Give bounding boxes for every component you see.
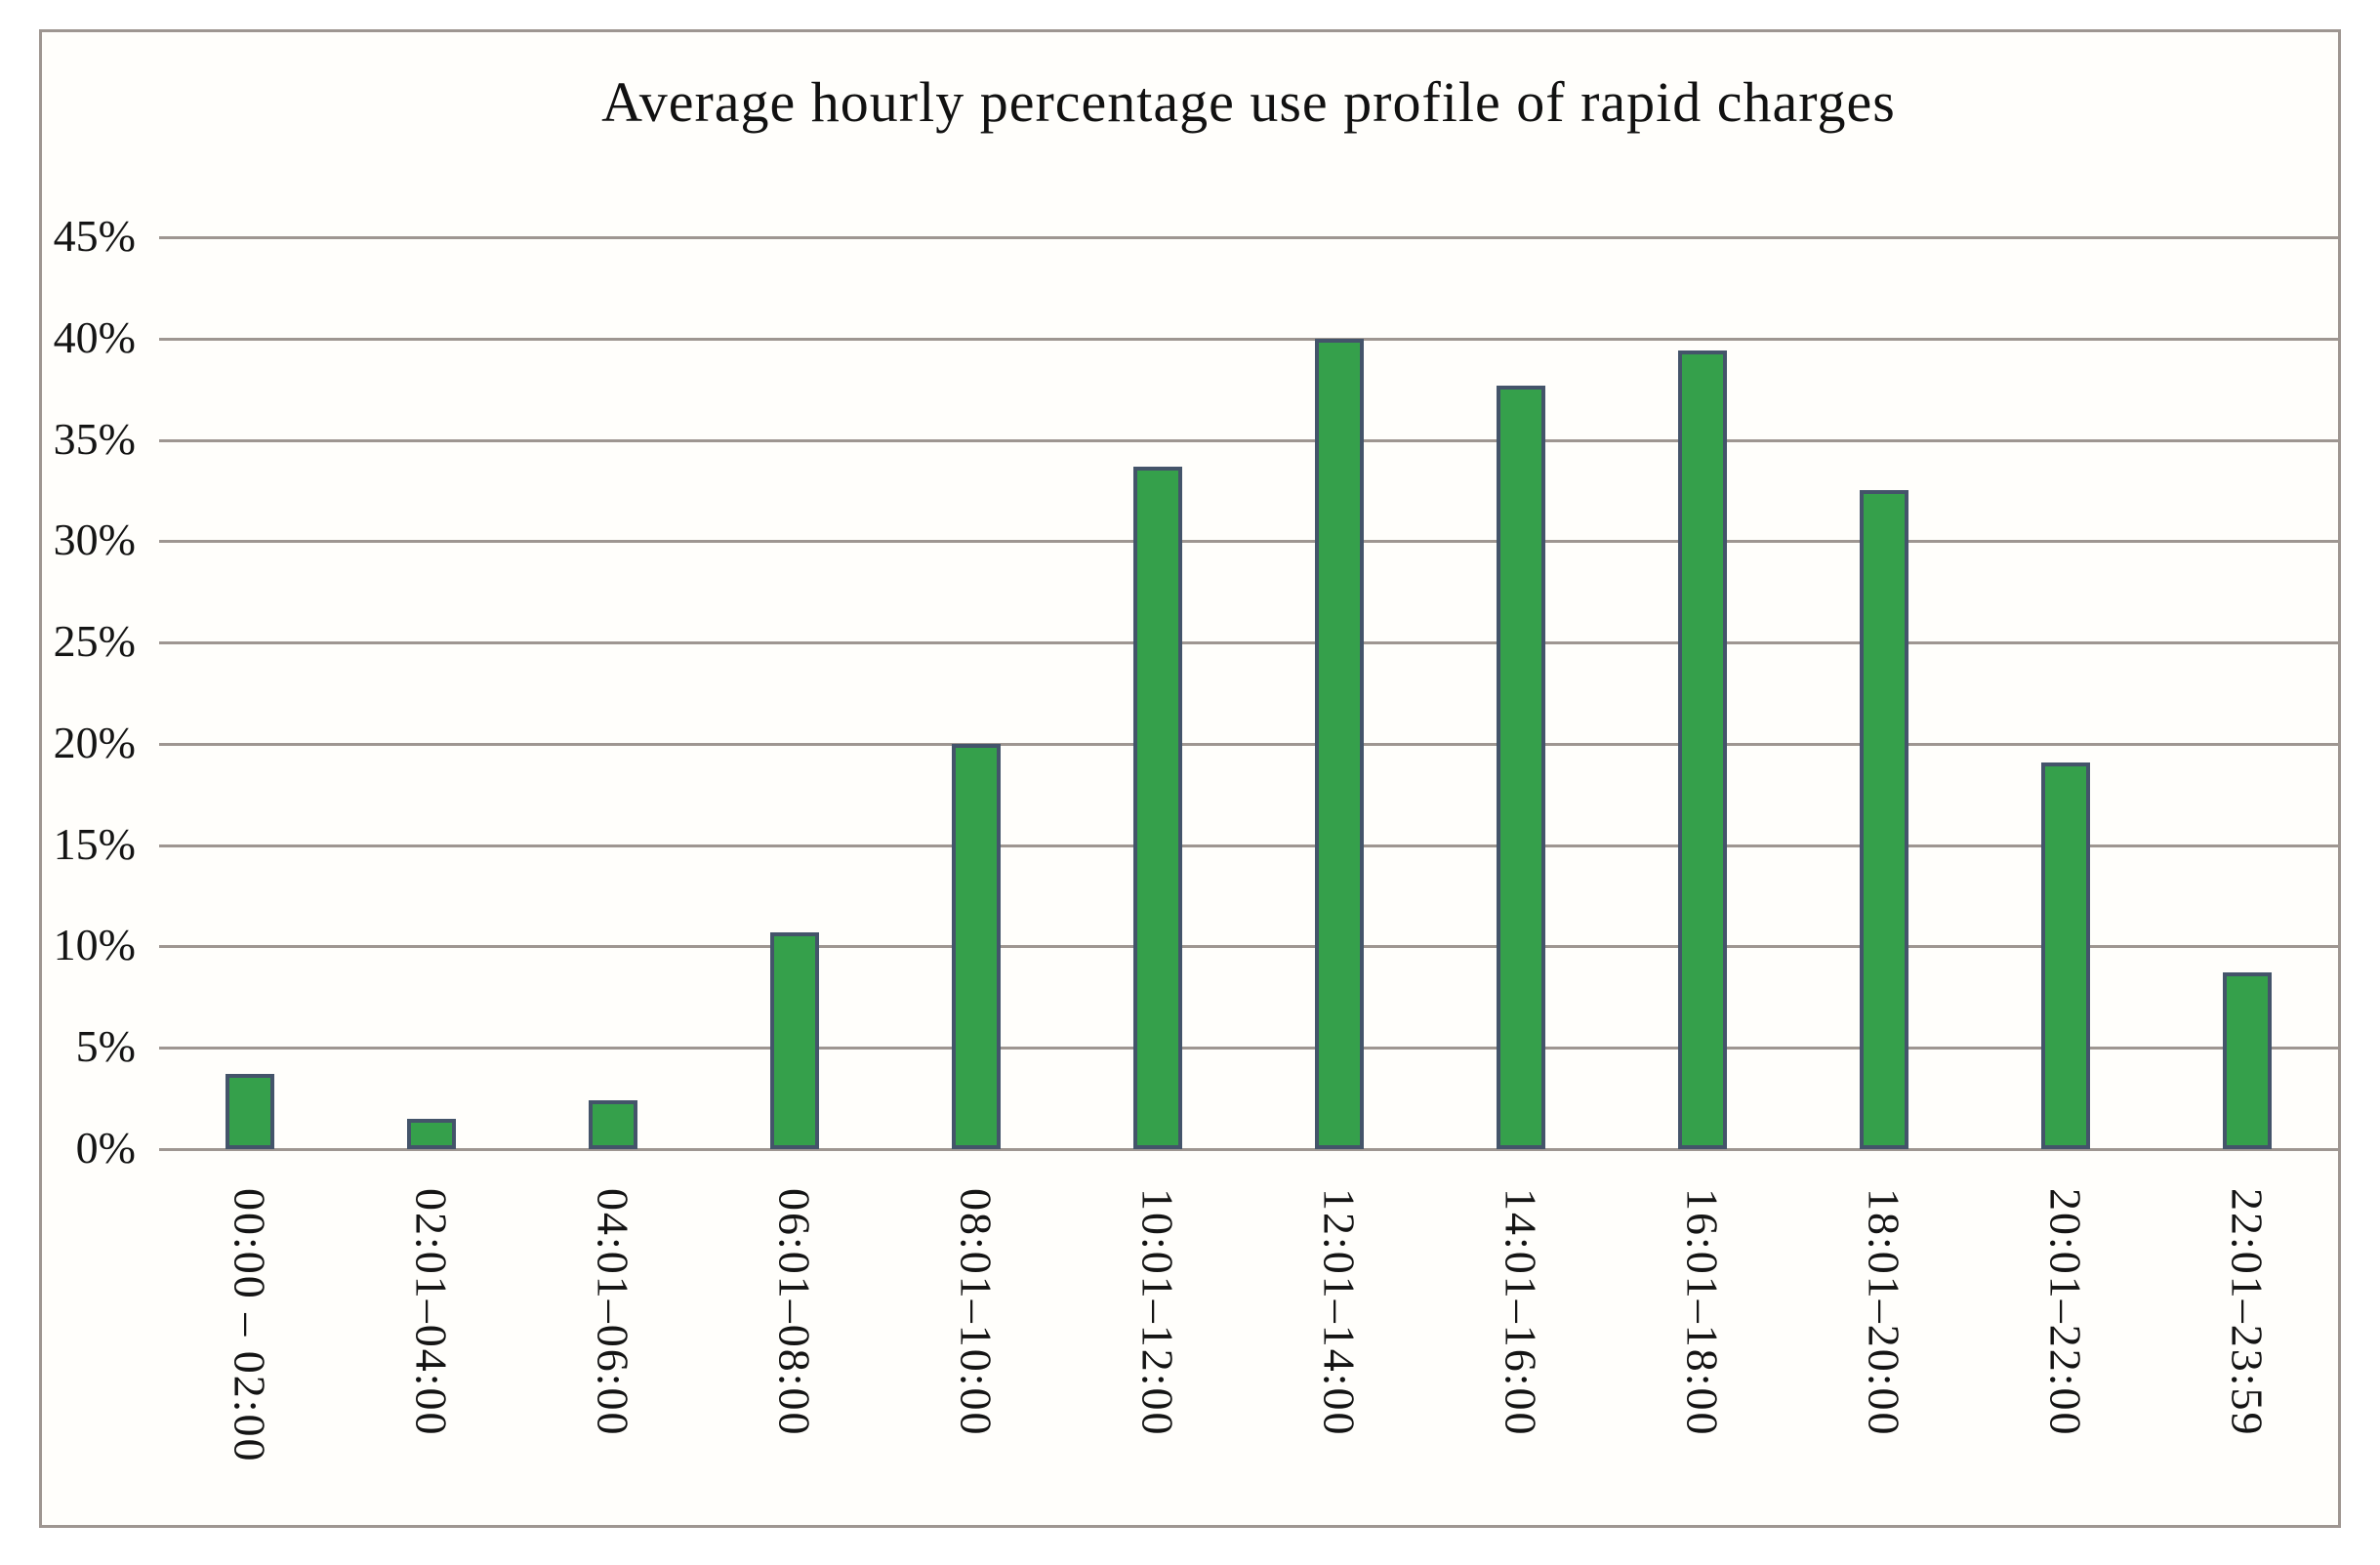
x-label-slot: 10:01–12:00 xyxy=(1067,1188,1249,1520)
gridline-45 xyxy=(159,236,2338,239)
bar-16:01–18:00 xyxy=(1678,350,1727,1149)
bar-06:01–08:00 xyxy=(770,931,819,1149)
y-axis-tick-label: 30% xyxy=(53,515,136,564)
x-label-slot: 14:01–16:00 xyxy=(1430,1188,1612,1520)
x-axis-label: 20:01–22:00 xyxy=(2040,1188,2091,1437)
y-axis-tick-label: 20% xyxy=(53,718,136,767)
bar-slot xyxy=(522,237,704,1149)
y-axis-tick-label: 40% xyxy=(53,312,136,362)
bar-slot xyxy=(1975,237,2156,1149)
bar-10:01–12:00 xyxy=(1133,466,1182,1149)
gridline-40 xyxy=(159,338,2338,341)
x-axis-label: 10:01–12:00 xyxy=(1132,1188,1183,1437)
x-label-slot: 16:01–18:00 xyxy=(1612,1188,1793,1520)
gridline-20 xyxy=(159,743,2338,746)
y-axis-tick-label: 0% xyxy=(75,1123,136,1173)
bar-slot xyxy=(341,237,522,1149)
bar-02:01–04:00 xyxy=(407,1118,456,1149)
x-axis-label: 00:00 – 02:00 xyxy=(225,1188,275,1463)
gridline-10 xyxy=(159,945,2338,948)
gridline-35 xyxy=(159,439,2338,442)
bar-00:00 – 02:00 xyxy=(226,1074,274,1149)
x-label-slot: 04:01–06:00 xyxy=(522,1188,704,1520)
x-axis-label: 02:01–04:00 xyxy=(406,1188,457,1437)
gridline-15 xyxy=(159,844,2338,847)
bar-12:01–14:00 xyxy=(1315,338,1364,1149)
x-label-slot: 12:01–14:00 xyxy=(1249,1188,1430,1520)
y-axis-tick-label: 25% xyxy=(53,616,136,666)
x-label-slot: 08:01–10:00 xyxy=(885,1188,1067,1520)
x-axis-label: 04:01–06:00 xyxy=(588,1188,638,1437)
x-label-slot: 06:01–08:00 xyxy=(704,1188,885,1520)
x-label-slot: 00:00 – 02:00 xyxy=(159,1188,341,1520)
gridline-5 xyxy=(159,1047,2338,1050)
bar-14:01–16:00 xyxy=(1497,385,1545,1149)
bar-slot xyxy=(1067,237,1249,1149)
bar-slot xyxy=(2156,237,2338,1149)
x-axis-label: 14:01–16:00 xyxy=(1496,1188,1546,1437)
y-axis-tick-label: 10% xyxy=(53,920,136,969)
gridline-25 xyxy=(159,641,2338,644)
x-label-slot: 18:01–20:00 xyxy=(1793,1188,1975,1520)
bar-04:01–06:00 xyxy=(589,1100,637,1149)
bar-slot xyxy=(159,237,341,1149)
chart-title: Average hourly percentage use profile of… xyxy=(601,70,1896,134)
gridline-0 xyxy=(159,1148,2338,1151)
bar-slot xyxy=(1612,237,1793,1149)
bar-slot xyxy=(1249,237,1430,1149)
x-label-slot: 20:01–22:00 xyxy=(1975,1188,2156,1520)
bar-slot xyxy=(1430,237,1612,1149)
bar-18:01–20:00 xyxy=(1860,490,1908,1149)
y-axis-tick-label: 15% xyxy=(53,819,136,869)
chart-frame: Average hourly percentage use profile of… xyxy=(39,29,2341,1528)
gridline-30 xyxy=(159,540,2338,543)
x-axis-labels: 00:00 – 02:00 02:01–04:00 04:01–06:00 06:01… xyxy=(159,1188,2338,1520)
y-axis-tick-label: 45% xyxy=(53,211,136,261)
x-axis-label: 22:01–23:59 xyxy=(2222,1188,2273,1437)
bar-slot xyxy=(704,237,885,1149)
y-axis-tick-label: 35% xyxy=(53,414,136,464)
x-label-slot: 02:01–04:00 xyxy=(341,1188,522,1520)
bar-20:01–22:00 xyxy=(2041,762,2090,1149)
bars-row xyxy=(159,237,2338,1149)
x-axis-label: 16:01–18:00 xyxy=(1677,1188,1728,1437)
plot-area: 0% 5% 10% 15% 20% 25% 30% 35% 40% 45% xyxy=(54,214,2338,1171)
bar-08:01–10:00 xyxy=(952,743,1001,1149)
x-label-slot: 22:01–23:59 xyxy=(2156,1188,2338,1520)
bar-slot xyxy=(1793,237,1975,1149)
bar-slot xyxy=(885,237,1067,1149)
x-axis-label: 12:01–14:00 xyxy=(1314,1188,1365,1437)
x-axis-label: 06:01–08:00 xyxy=(769,1188,820,1437)
x-axis-label: 08:01–10:00 xyxy=(951,1188,1002,1437)
x-axis-label: 18:01–20:00 xyxy=(1859,1188,1909,1437)
bar-22:01–23:59 xyxy=(2223,972,2272,1149)
y-axis-tick-label: 5% xyxy=(75,1021,136,1071)
